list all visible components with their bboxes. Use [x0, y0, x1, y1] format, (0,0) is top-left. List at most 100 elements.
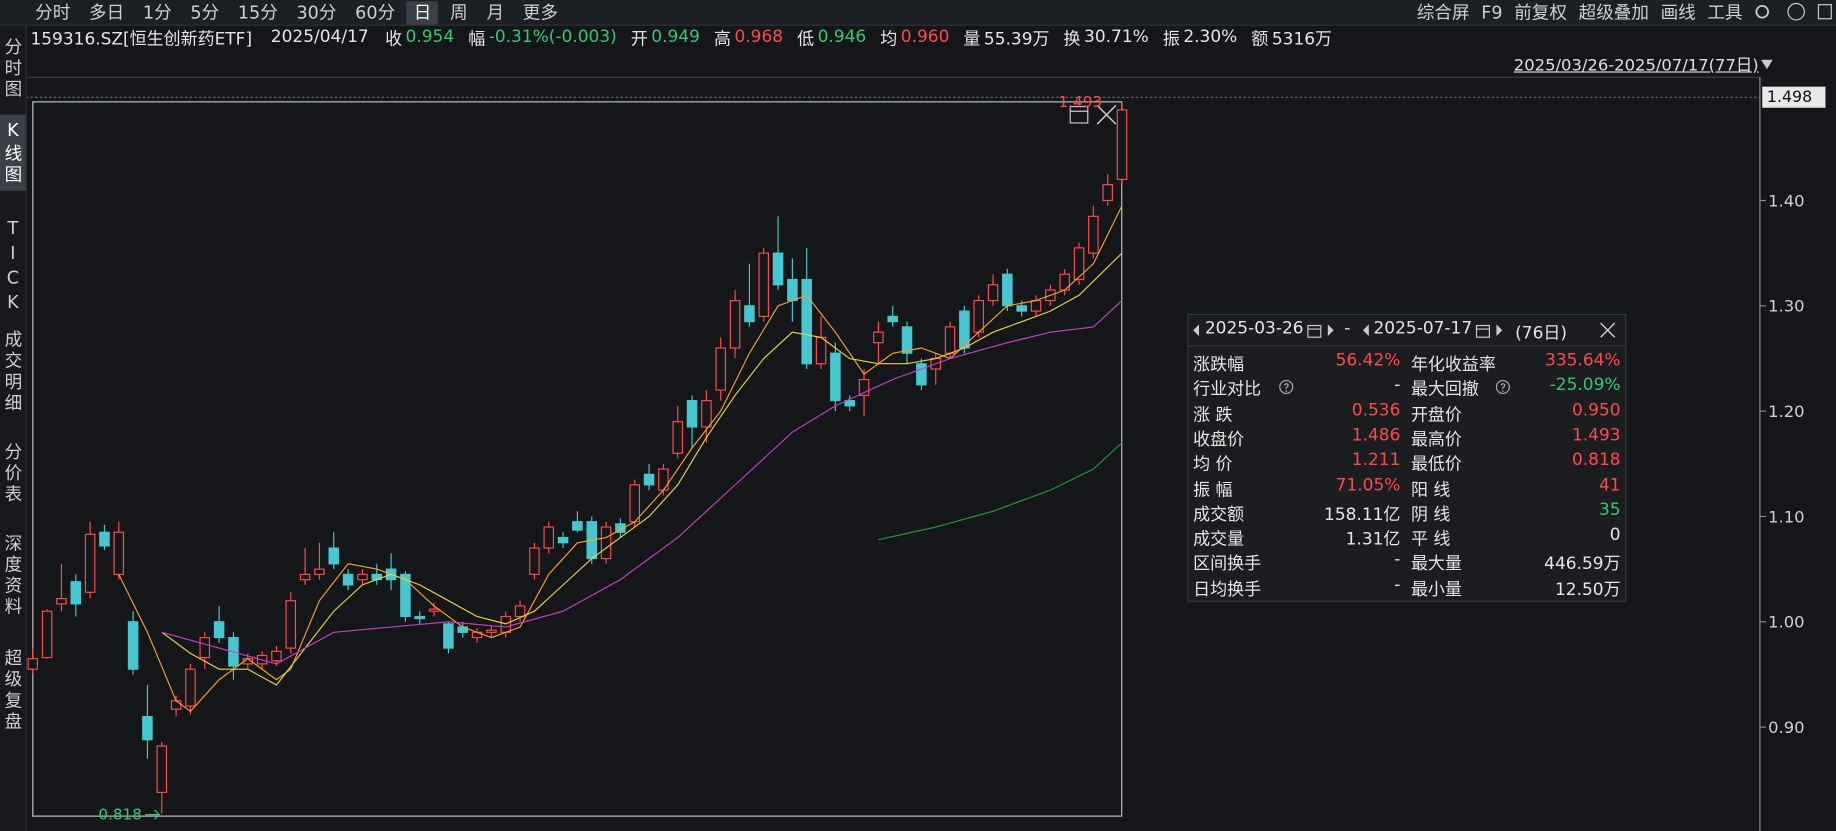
stats-label: 收盘价	[1193, 430, 1245, 450]
tool-button[interactable]: 工具	[1707, 1, 1743, 23]
candle-body	[328, 547, 340, 565]
next-start[interactable]	[1327, 324, 1336, 337]
quote-value: -0.31%(-0.003)	[488, 28, 617, 47]
candle-body	[1116, 109, 1128, 181]
stats-label: 行业对比	[1193, 380, 1262, 400]
stats-label: 日均换手	[1193, 580, 1262, 600]
quote-label: 均	[880, 29, 898, 49]
period-tab[interactable]: 60分	[355, 1, 396, 23]
end-date[interactable]: 2025-07-17	[1373, 319, 1473, 339]
y-tick-label: 1.40	[1768, 191, 1804, 210]
quote-value: 0.960	[900, 28, 950, 47]
period-tab[interactable]: 30分	[296, 1, 337, 23]
quote-value: 2.30%	[1183, 28, 1238, 47]
candle-body	[844, 400, 855, 407]
panel-header: 2025-03-26 - 2025-07-17 (76日)	[1188, 315, 1626, 347]
moving-average	[118, 205, 1123, 713]
candle-body	[285, 600, 297, 649]
period-tab[interactable]: 1分	[142, 1, 172, 23]
stats-value: -	[1394, 376, 1401, 395]
quote-label: 量	[963, 29, 981, 49]
candle-body	[127, 621, 139, 670]
tool-button[interactable]: 前复权	[1514, 1, 1567, 23]
quote-value: 0.954	[405, 28, 455, 47]
stats-label: 成交额	[1193, 505, 1245, 525]
stats-value: -	[1394, 550, 1401, 570]
calendar-icon[interactable]	[1475, 323, 1490, 338]
period-tab[interactable]: 5分	[190, 1, 220, 23]
sidebar-tab[interactable]: K线图	[0, 114, 26, 191]
stats-label: 平 线	[1410, 530, 1451, 550]
date-range[interactable]: 2025/03/26-2025/07/17(77日)	[1514, 53, 1775, 76]
stats-value: 158.11亿	[1324, 505, 1401, 525]
candle-body	[271, 650, 282, 662]
maximize-icon[interactable]	[1069, 105, 1089, 124]
industry-help-icon[interactable]	[1279, 380, 1294, 395]
quote-value: 30.71%	[1084, 28, 1149, 47]
stats-value: 35	[1598, 500, 1621, 520]
dropdown-arrow[interactable]	[1759, 59, 1775, 71]
candle-body	[973, 299, 984, 333]
toolbar: 分时 多日 1分 5分 15分 30分 60分日周月更多 综合屏 F9 前复权 超级叠加 画线 工具	[0, 0, 1836, 26]
quote-value: 55.39万	[983, 29, 1050, 49]
drawdown-help-icon[interactable]	[1495, 380, 1510, 395]
symbol: 159316.SZ[恒生创新药ETF]	[30, 29, 253, 49]
stats-row: 成交额 158.11亿阴 线 35	[1188, 500, 1625, 525]
prev-start[interactable]	[1192, 324, 1201, 337]
prev-end[interactable]	[1362, 324, 1371, 337]
settings-icon[interactable]	[1755, 4, 1769, 19]
moving-average	[161, 300, 1123, 665]
period-tab[interactable]: 周	[450, 1, 468, 23]
stats-row: 成交量 1.31亿平 线 0	[1188, 525, 1625, 550]
candle-body	[142, 715, 153, 741]
period-tab[interactable]: 多日	[89, 1, 125, 23]
period-tab[interactable]: 日	[406, 0, 439, 25]
help-icon[interactable]	[1787, 2, 1805, 21]
quote-value: 0.968	[734, 28, 784, 47]
tool-button[interactable]: 超级叠加	[1578, 1, 1649, 23]
next-end[interactable]	[1495, 324, 1504, 337]
sidebar-tab[interactable]: 分价表	[2, 442, 24, 506]
stats-value: 335.64%	[1545, 351, 1621, 371]
tool-button[interactable]: 画线	[1660, 1, 1696, 23]
candle-body	[99, 531, 110, 547]
sidebar-tab[interactable]: TICK	[2, 217, 24, 317]
candle-body	[686, 400, 698, 428]
period-tab[interactable]: 更多	[522, 1, 558, 23]
date-range-text[interactable]: 2025/03/26-2025/07/17(77日)	[1513, 56, 1759, 75]
stats-row: 涨跌幅 56.42% 年化收益率 335.64%	[1188, 350, 1625, 374]
window-icon[interactable]	[1817, 4, 1832, 20]
candle-body	[514, 605, 526, 618]
period-tab[interactable]: 月	[486, 1, 505, 23]
start-date[interactable]: 2025-03-26	[1204, 319, 1304, 339]
candle-body	[916, 363, 927, 386]
calendar-icon[interactable]	[1307, 323, 1322, 338]
stats-label: 最小量	[1410, 580, 1462, 600]
sidebar-tab[interactable]: 分时图	[2, 37, 24, 101]
quote-label: 换	[1063, 29, 1081, 49]
stats-label: 均 价	[1193, 455, 1233, 475]
stats-row: 行业对比 - 最大回撤 -25.09%	[1188, 375, 1625, 400]
candle-body	[414, 615, 426, 620]
sidebar-tab[interactable]: 深度资料	[2, 533, 24, 619]
period-tab[interactable]: 分时	[35, 1, 71, 23]
period-tabs: 分时 多日 1分 5分 15分 30分 60分日周月更多	[28, 0, 570, 25]
stats-value: 0.950	[1571, 401, 1621, 420]
candle-body	[486, 629, 497, 633]
candle-body	[715, 347, 726, 391]
close-icon[interactable]	[1096, 104, 1117, 125]
interval-selection	[32, 101, 1123, 817]
period-tab[interactable]: 15分	[237, 1, 278, 23]
sidebar-tab[interactable]: 超级复盘	[2, 648, 24, 733]
tool-button[interactable]: 综合屏	[1416, 1, 1470, 23]
candle-body	[342, 573, 354, 586]
tool-button[interactable]: F9	[1481, 1, 1503, 23]
candle-body	[299, 573, 311, 581]
candle-body	[199, 636, 211, 659]
candle-body	[858, 378, 870, 396]
stats-value: 1.493	[1571, 426, 1621, 445]
quote-label: 低	[797, 29, 815, 49]
sidebar-tab[interactable]: 成交明细	[2, 330, 24, 415]
panel-close[interactable]	[1599, 322, 1616, 338]
